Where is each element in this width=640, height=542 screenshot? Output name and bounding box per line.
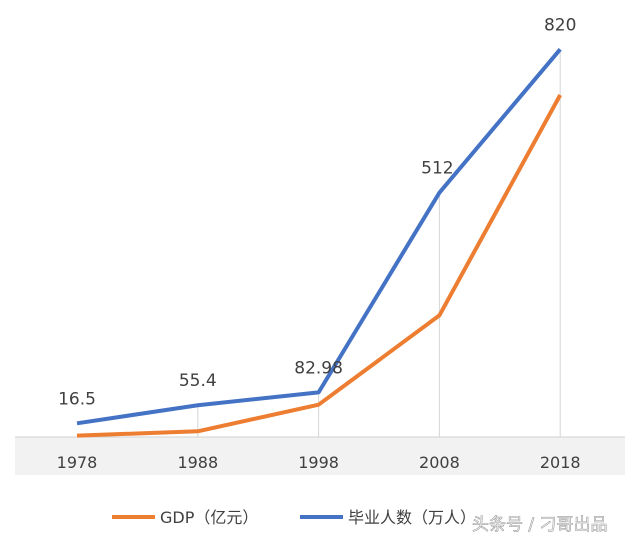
series-line-gdp xyxy=(76,94,562,438)
legend-label-graduates: 毕业人数（万人） xyxy=(348,508,476,527)
x-tick-label-1998: 1998 xyxy=(298,453,339,472)
x-tick-label-2018: 2018 xyxy=(540,453,581,472)
x-tick-label-1988: 1988 xyxy=(177,453,218,472)
data-label-1998: 82.98 xyxy=(294,358,343,378)
x-axis-band xyxy=(15,437,625,475)
x-tick-label-2008: 2008 xyxy=(419,453,460,472)
x-tick-label-1978: 1978 xyxy=(57,453,98,472)
watermark: 头条号 / 刁哥出品 xyxy=(472,515,608,535)
data-label-1988: 55.4 xyxy=(179,371,217,391)
legend-label-gdp: GDP（亿元） xyxy=(160,508,258,527)
data-label-1978: 16.5 xyxy=(58,389,96,409)
data-label-2018: 820 xyxy=(544,15,576,35)
data-label-2008: 512 xyxy=(421,159,453,179)
legend: GDP（亿元） 毕业人数（万人） xyxy=(112,508,476,527)
